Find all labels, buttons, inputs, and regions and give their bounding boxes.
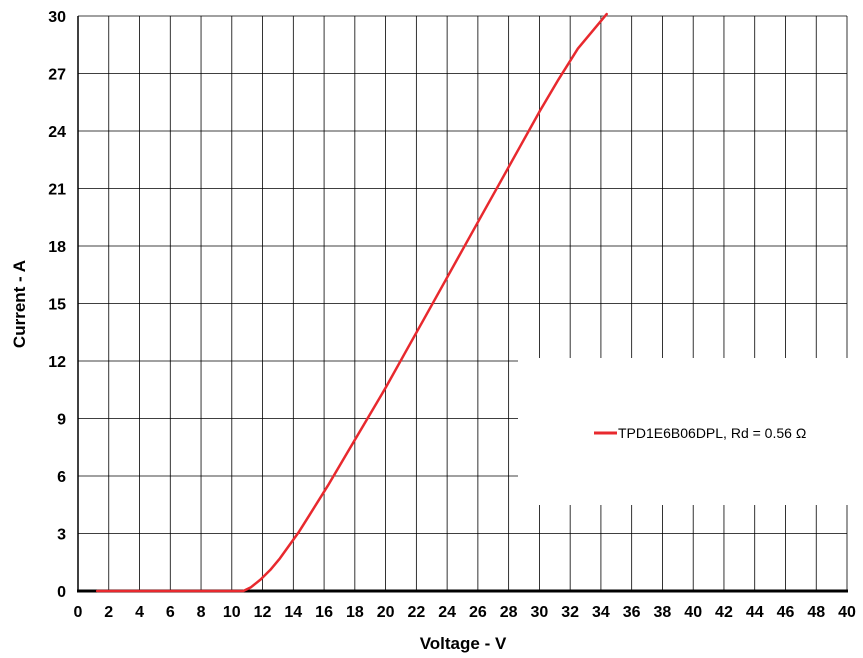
x-tick-label: 2 bbox=[104, 604, 113, 621]
x-tick-label: 46 bbox=[777, 604, 795, 621]
y-tick-label: 3 bbox=[57, 527, 66, 544]
axes bbox=[77, 16, 848, 593]
x-tick-label: 48 bbox=[807, 604, 825, 621]
x-tick-label: 4 bbox=[135, 604, 144, 621]
y-tick-label: 30 bbox=[48, 9, 66, 26]
x-tick-label: 26 bbox=[469, 604, 487, 621]
y-tick-label: 9 bbox=[57, 412, 66, 429]
x-tick-label: 16 bbox=[315, 604, 333, 621]
x-tick-label: 24 bbox=[438, 604, 456, 621]
legend-label: TPD1E6B06DPL, Rd = 0.56 Ω bbox=[618, 425, 806, 441]
y-tick-label: 15 bbox=[48, 297, 66, 314]
x-tick-label: 10 bbox=[223, 604, 241, 621]
x-tick-label: 6 bbox=[166, 604, 175, 621]
x-tick-label: 36 bbox=[623, 604, 641, 621]
y-tick-label: 0 bbox=[57, 584, 66, 601]
y-tick-label: 27 bbox=[48, 67, 66, 84]
y-tick-label: 12 bbox=[48, 354, 66, 371]
y-tick-label: 21 bbox=[48, 182, 66, 199]
y-tick-label: 18 bbox=[48, 239, 66, 256]
x-tick-label: 34 bbox=[592, 604, 610, 621]
x-tick-label: 14 bbox=[284, 604, 302, 621]
x-axis-title: Voltage - V bbox=[420, 634, 507, 653]
x-tick-label: 22 bbox=[407, 604, 425, 621]
legend-background bbox=[518, 358, 849, 505]
x-tick-label: 30 bbox=[531, 604, 549, 621]
x-tick-label: 20 bbox=[377, 604, 395, 621]
x-tick-label: 38 bbox=[654, 604, 672, 621]
y-tick-label: 24 bbox=[48, 124, 66, 141]
x-tick-label: 18 bbox=[346, 604, 364, 621]
x-tick-label: 8 bbox=[197, 604, 206, 621]
tick-labels: 0 2 4 6 8 10 12 14 16 18 20 22 24 26 28 30 32 34 36 38 40 42 4… bbox=[48, 9, 856, 621]
x-tick-label: 40 bbox=[838, 604, 856, 621]
x-tick-label: 42 bbox=[715, 604, 733, 621]
series-line bbox=[95, 12, 608, 593]
y-tick-label: 6 bbox=[57, 469, 66, 486]
x-tick-label: 44 bbox=[746, 604, 764, 621]
x-tick-label: 40 bbox=[684, 604, 702, 621]
legend: TPD1E6B06DPL, Rd = 0.56 Ω bbox=[594, 425, 806, 441]
x-tick-label: 0 bbox=[74, 604, 83, 621]
x-tick-label: 12 bbox=[254, 604, 272, 621]
x-tick-label: 28 bbox=[500, 604, 518, 621]
x-tick-label: 32 bbox=[561, 604, 579, 621]
legend-area bbox=[518, 358, 849, 505]
y-axis-title: Current - A bbox=[10, 260, 29, 348]
series-lines bbox=[95, 12, 608, 593]
